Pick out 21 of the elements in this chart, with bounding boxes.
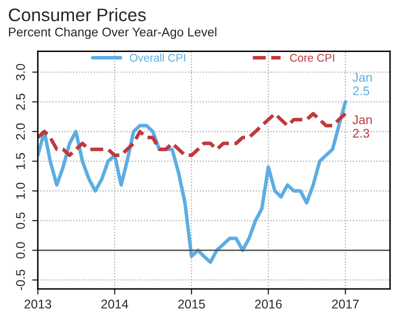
y-tick-label: 2.0 xyxy=(16,123,25,140)
chart-subtitle: Percent Change Over Year-Ago Level xyxy=(8,27,216,39)
x-tick-label: 2013 xyxy=(24,300,52,308)
y-tick-label: 0.5 xyxy=(16,212,25,229)
x-tick-label: 2014 xyxy=(101,300,128,308)
y-tick-label: 1.0 xyxy=(16,182,25,199)
legend-label: Overall CPI xyxy=(130,54,186,62)
x-tick-label: 2016 xyxy=(255,300,282,308)
y-tick-label: -0.5 xyxy=(16,270,25,290)
x-tick-label: 2015 xyxy=(178,300,205,308)
legend-label: Core CPI xyxy=(290,54,334,62)
y-tick-label: 2.5 xyxy=(16,94,25,110)
chart-title: Consumer Prices xyxy=(8,8,146,22)
y-tick-label: 0.0 xyxy=(16,242,25,258)
y-tick-label: 3.0 xyxy=(16,64,25,80)
line-series xyxy=(38,112,348,158)
line-series xyxy=(38,100,348,264)
y-tick-label: 1.5 xyxy=(16,153,25,169)
x-tick-label: 2017 xyxy=(332,300,359,308)
annotation: Jan 2.3 xyxy=(352,116,372,138)
annotation: Jan 2.5 xyxy=(352,73,372,96)
